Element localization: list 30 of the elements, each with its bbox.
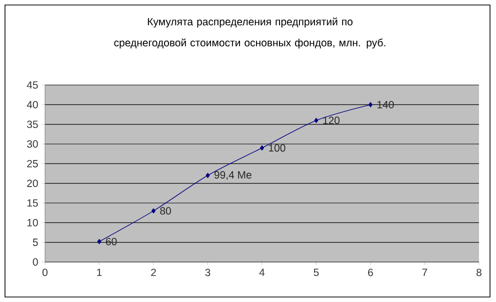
- x-tick-label: 5: [314, 268, 319, 276]
- point: [314, 118, 318, 123]
- y-tick-label: 5: [32, 238, 38, 246]
- x-tick-label: 8: [476, 268, 482, 276]
- annotation: 100: [268, 144, 286, 152]
- point: [206, 172, 210, 178]
- y-tick-label: 35: [27, 120, 38, 128]
- annotation: 80: [160, 207, 171, 215]
- annotation: 99,4 Me: [214, 171, 252, 180]
- y-tick-label: 0: [32, 258, 38, 266]
- x-tick-label: 3: [205, 268, 210, 276]
- y-tick-label: 40: [26, 100, 38, 108]
- y-tick-label: 20: [27, 180, 38, 188]
- point: [368, 102, 372, 108]
- point: [260, 145, 264, 150]
- x-tick-label: 2: [151, 268, 156, 276]
- point: [152, 208, 156, 214]
- annotation: 120: [323, 116, 340, 124]
- point: [97, 238, 102, 244]
- y-tick-label: 15: [27, 199, 38, 207]
- x-tick-label: 6: [368, 268, 373, 276]
- x-tick-label: 0: [42, 268, 48, 276]
- x-tick-label: 1: [97, 268, 102, 276]
- y-tick-label: 45: [26, 81, 38, 89]
- y-tick-label: 25: [27, 160, 38, 168]
- x-tick-label: 7: [422, 268, 428, 276]
- chart-title: Кумулята распределения предприятий по среднегодовой стоимости основных фондов, млн. руб.: [114, 18, 386, 48]
- y-tick-label: 10: [27, 218, 38, 226]
- x-tick-label: 4: [259, 268, 265, 276]
- y-tick-label: 30: [27, 140, 38, 148]
